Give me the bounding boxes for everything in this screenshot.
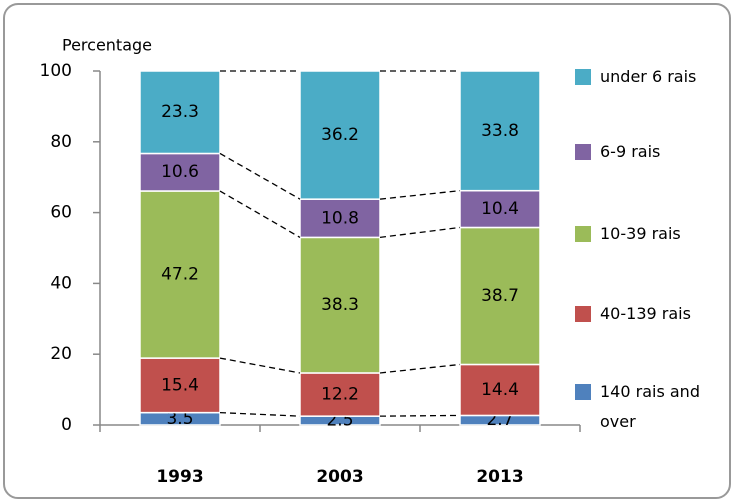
data-label: 38.7 bbox=[481, 286, 519, 306]
connector-line bbox=[379, 190, 461, 200]
x-tick-label: 2013 bbox=[476, 467, 523, 487]
connector-line bbox=[379, 414, 461, 417]
bar-segment bbox=[459, 189, 541, 229]
legend-swatch bbox=[575, 226, 591, 242]
data-label: 10.4 bbox=[481, 199, 519, 219]
legend-label: 6-9 rais bbox=[600, 142, 661, 161]
legend-swatch bbox=[575, 384, 591, 400]
data-label: 23.3 bbox=[161, 102, 199, 122]
y-tick-label: 20 bbox=[50, 344, 72, 364]
connector-line bbox=[219, 190, 301, 238]
data-label: 10.8 bbox=[321, 208, 359, 228]
connector-line bbox=[219, 411, 301, 417]
legend-label: under 6 rais bbox=[600, 67, 697, 86]
data-label: 36.2 bbox=[321, 125, 359, 145]
y-axis-label: Percentage bbox=[62, 36, 152, 55]
data-label: 3.5 bbox=[166, 409, 193, 429]
connector-line bbox=[219, 152, 301, 200]
bar-segment bbox=[139, 357, 221, 414]
connector-line bbox=[379, 363, 461, 374]
bar-segment bbox=[299, 70, 381, 200]
bar-segment bbox=[139, 190, 221, 359]
y-tick-label: 0 bbox=[61, 415, 72, 435]
data-label: 47.2 bbox=[161, 265, 199, 285]
connector-line bbox=[379, 226, 461, 239]
y-tick-label: 100 bbox=[40, 61, 72, 81]
bar-segment bbox=[139, 70, 221, 155]
y-tick-label: 40 bbox=[50, 273, 72, 293]
legend-label: 40-139 rais bbox=[600, 304, 691, 323]
legend-swatch bbox=[575, 306, 591, 322]
data-label: 38.3 bbox=[321, 295, 359, 315]
data-label: 12.2 bbox=[321, 385, 359, 405]
legend-swatch bbox=[575, 144, 591, 160]
bar-segment bbox=[459, 226, 541, 366]
data-label: 15.4 bbox=[161, 375, 199, 395]
bar-segment bbox=[299, 236, 381, 374]
x-tick-label: 2003 bbox=[316, 467, 363, 487]
connector-line bbox=[219, 357, 301, 374]
y-tick-label: 80 bbox=[50, 132, 72, 152]
x-tick-label: 1993 bbox=[156, 467, 203, 487]
bar-segment bbox=[299, 372, 381, 417]
bar-segment bbox=[299, 198, 381, 239]
bar-segment bbox=[459, 70, 541, 192]
data-label: 14.4 bbox=[481, 380, 519, 400]
data-label: 10.6 bbox=[161, 162, 199, 182]
legend-label: 140 rais and over bbox=[600, 382, 700, 431]
data-label: 33.8 bbox=[481, 121, 519, 141]
y-tick-label: 60 bbox=[50, 203, 72, 223]
legend-label: 10-39 rais bbox=[600, 224, 681, 243]
legend-swatch bbox=[575, 69, 591, 85]
